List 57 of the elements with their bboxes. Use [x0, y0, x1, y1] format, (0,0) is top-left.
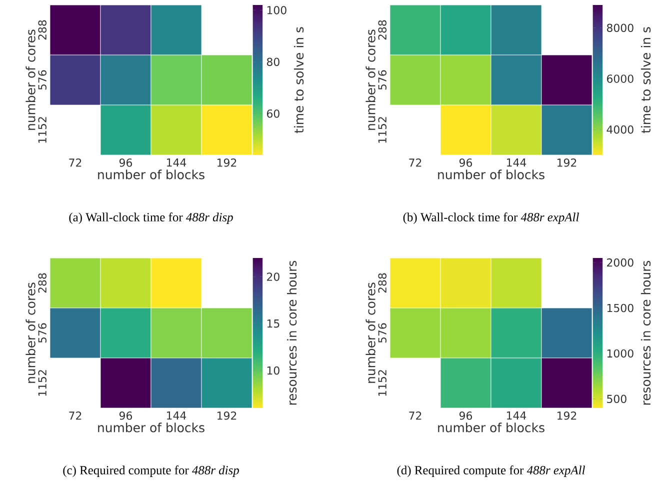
y-tick-label: 1152: [38, 370, 46, 396]
y-tick-label: 1152: [378, 117, 386, 143]
y-tick-label: 288: [38, 20, 46, 40]
color-bar-label: 20: [267, 272, 280, 281]
y-axis-title: number of cores: [366, 30, 376, 130]
x-tick-label: 192: [557, 412, 576, 420]
y-tick-label: 1152: [38, 117, 46, 143]
x-axis-title: number of blocks: [98, 170, 204, 180]
x-tick-label: 144: [166, 158, 186, 167]
color-bar-label: 10: [267, 366, 280, 375]
x-tick-label: 72: [69, 158, 82, 167]
x-axis-title: number of blocks: [438, 422, 544, 432]
text: (d) Required compute for 488r expAll: [397, 466, 585, 477]
y-tick-label: 576: [38, 323, 46, 343]
y-axis-title: number of cores: [26, 282, 36, 383]
color-bar-title: time to solve in s: [640, 27, 651, 134]
text: (c) Required compute for 488r disp: [63, 466, 239, 477]
y-tick-label: 576: [378, 70, 386, 90]
color-bar-label: 6000: [606, 74, 634, 83]
y-tick-label: 576: [38, 70, 46, 90]
x-tick-label: 144: [506, 412, 526, 420]
x-tick-label: 72: [409, 158, 422, 167]
y-tick-label: 576: [378, 323, 386, 343]
y-axis-title: number of cores: [26, 30, 36, 130]
y-axis-title: number of cores: [366, 282, 376, 383]
color-bar-label: 500: [607, 394, 626, 404]
text: (b) Wall-clock time for 488r expAll: [403, 212, 579, 224]
color-bar-label: 80: [266, 58, 280, 66]
color-bar-label: 1500: [607, 304, 634, 312]
x-tick-label: 192: [217, 412, 236, 420]
x-axis-title: number of blocks: [438, 170, 544, 180]
x-tick-label: 144: [506, 158, 526, 167]
color-bar-label: 15: [267, 320, 280, 328]
y-tick-label: 288: [38, 273, 46, 293]
color-bar-title: resources in core hours: [287, 260, 297, 405]
x-tick-label: 72: [69, 412, 82, 420]
color-bar-title: time to solve in s: [294, 27, 304, 134]
y-tick-label: 1152: [378, 370, 386, 396]
color-bar-label: 2000: [607, 258, 634, 267]
x-tick-label: 192: [557, 158, 576, 167]
color-bar-label: 8000: [606, 24, 634, 32]
color-bar-title: resources in core hours: [640, 260, 651, 405]
color-bar-label: 1000: [607, 349, 634, 358]
color-bar-label: 60: [266, 109, 280, 118]
x-tick-label: 96: [459, 412, 472, 420]
x-axis-title: number of blocks: [98, 422, 204, 432]
x-tick-label: 96: [119, 158, 132, 167]
y-tick-label: 288: [378, 273, 386, 293]
color-bar-label: 4000: [606, 125, 634, 134]
text: (a) Wall-clock time for 488r disp: [69, 212, 233, 224]
y-tick-label: 288: [378, 20, 386, 40]
color-bar-label: 100: [267, 6, 286, 14]
x-tick-label: 96: [119, 412, 132, 420]
x-tick-label: 144: [166, 412, 186, 420]
x-tick-label: 96: [459, 158, 472, 167]
x-tick-label: 192: [217, 158, 236, 167]
x-tick-label: 72: [409, 412, 422, 420]
